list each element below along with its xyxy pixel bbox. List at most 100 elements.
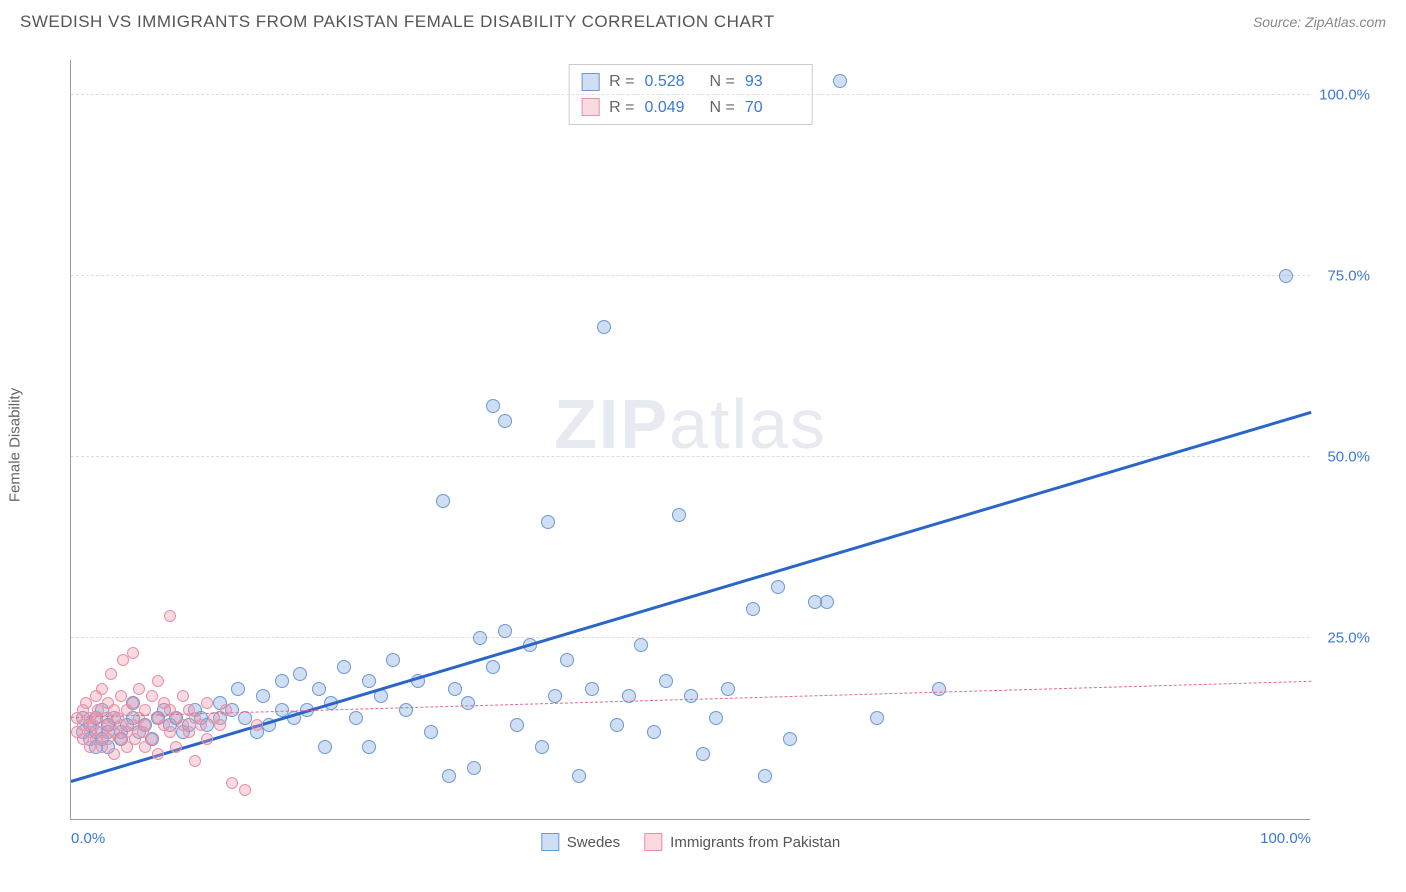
scatter-point-swedes [870, 711, 884, 725]
scatter-point-swedes [436, 494, 450, 508]
gridline [71, 637, 1310, 638]
gridline [71, 456, 1310, 457]
r-value-swedes: 0.528 [645, 69, 700, 95]
scatter-point-swedes [771, 580, 785, 594]
scatter-point-swedes [424, 725, 438, 739]
scatter-point-swedes [473, 631, 487, 645]
scatter-point-swedes [560, 653, 574, 667]
scatter-point-swedes [362, 740, 376, 754]
scatter-point-pakistan [139, 719, 151, 731]
scatter-point-pakistan [164, 610, 176, 622]
scatter-point-swedes [312, 682, 326, 696]
scatter-point-swedes [399, 703, 413, 717]
scatter-point-pakistan [220, 704, 232, 716]
scatter-point-swedes [275, 674, 289, 688]
legend-swatch-swedes [541, 833, 559, 851]
scatter-point-swedes [721, 682, 735, 696]
scatter-point-swedes [498, 414, 512, 428]
scatter-point-swedes [746, 602, 760, 616]
scatter-point-swedes [647, 725, 661, 739]
scatter-point-pakistan [189, 755, 201, 767]
scatter-point-swedes [386, 653, 400, 667]
scatter-point-swedes [486, 660, 500, 674]
scatter-point-swedes [709, 711, 723, 725]
scatter-point-swedes [932, 682, 946, 696]
scatter-point-swedes [758, 769, 772, 783]
scatter-point-swedes [597, 320, 611, 334]
scatter-point-pakistan [133, 683, 145, 695]
scatter-point-pakistan [177, 690, 189, 702]
x-tick-label: 0.0% [71, 830, 105, 847]
scatter-point-pakistan [127, 697, 139, 709]
scatter-point-swedes [318, 740, 332, 754]
scatter-point-swedes [572, 769, 586, 783]
scatter-point-swedes [684, 689, 698, 703]
scatter-point-pakistan [152, 748, 164, 760]
scatter-point-pakistan [201, 697, 213, 709]
y-tick-label: 50.0% [1327, 449, 1370, 466]
scatter-point-swedes [833, 74, 847, 88]
scatter-point-pakistan [214, 719, 226, 731]
scatter-point-swedes [461, 696, 475, 710]
scatter-point-pakistan [183, 726, 195, 738]
r-label: R = [609, 69, 634, 95]
y-tick-label: 25.0% [1327, 630, 1370, 647]
scatter-point-swedes [634, 638, 648, 652]
legend-label-pakistan: Immigrants from Pakistan [670, 834, 840, 851]
plot-area: ZIPatlas R = 0.528 N = 93 R = 0.049 N = … [70, 60, 1310, 820]
source-attribution: Source: ZipAtlas.com [1253, 14, 1386, 30]
scatter-point-swedes [585, 682, 599, 696]
scatter-point-swedes [535, 740, 549, 754]
scatter-point-swedes [337, 660, 351, 674]
scatter-point-swedes [349, 711, 363, 725]
scatter-point-swedes [362, 674, 376, 688]
scatter-point-pakistan [164, 726, 176, 738]
scatter-point-swedes [448, 682, 462, 696]
scatter-point-pakistan [108, 748, 120, 760]
stats-row-pakistan: R = 0.049 N = 70 [581, 95, 800, 121]
n-label: N = [710, 69, 735, 95]
chart-container: Female Disability ZIPatlas R = 0.528 N =… [50, 60, 1380, 830]
scatter-point-pakistan [146, 733, 158, 745]
scatter-point-pakistan [152, 675, 164, 687]
legend-item-pakistan: Immigrants from Pakistan [644, 833, 840, 851]
scatter-point-swedes [442, 769, 456, 783]
scatter-point-swedes [672, 508, 686, 522]
scatter-point-pakistan [127, 647, 139, 659]
n-label: N = [710, 95, 735, 121]
scatter-point-pakistan [195, 719, 207, 731]
scatter-point-swedes [696, 747, 710, 761]
scatter-point-swedes [256, 689, 270, 703]
y-axis-label: Female Disability [7, 388, 24, 502]
scatter-point-swedes [467, 761, 481, 775]
scatter-point-pakistan [170, 741, 182, 753]
scatter-point-swedes [293, 667, 307, 681]
r-label: R = [609, 95, 634, 121]
scatter-point-swedes [541, 515, 555, 529]
scatter-point-swedes [659, 674, 673, 688]
scatter-point-pakistan [226, 777, 238, 789]
gridline [71, 94, 1310, 95]
scatter-point-pakistan [239, 784, 251, 796]
watermark: ZIPatlas [554, 384, 827, 464]
scatter-point-swedes [610, 718, 624, 732]
scatter-point-swedes [231, 682, 245, 696]
scatter-point-swedes [498, 624, 512, 638]
scatter-point-pakistan [96, 683, 108, 695]
r-value-pakistan: 0.049 [645, 95, 700, 121]
n-value-swedes: 93 [745, 69, 800, 95]
scatter-point-pakistan [201, 733, 213, 745]
swatch-swedes [581, 73, 599, 91]
x-tick-label: 100.0% [1260, 830, 1311, 847]
stats-row-swedes: R = 0.528 N = 93 [581, 69, 800, 95]
scatter-point-swedes [783, 732, 797, 746]
bottom-legend: Swedes Immigrants from Pakistan [541, 833, 840, 851]
scatter-point-pakistan [105, 668, 117, 680]
legend-item-swedes: Swedes [541, 833, 620, 851]
y-tick-label: 100.0% [1319, 87, 1370, 104]
scatter-point-swedes [820, 595, 834, 609]
scatter-point-swedes [1279, 269, 1293, 283]
scatter-point-pakistan [146, 690, 158, 702]
chart-title: SWEDISH VS IMMIGRANTS FROM PAKISTAN FEMA… [20, 12, 775, 32]
legend-swatch-pakistan [644, 833, 662, 851]
